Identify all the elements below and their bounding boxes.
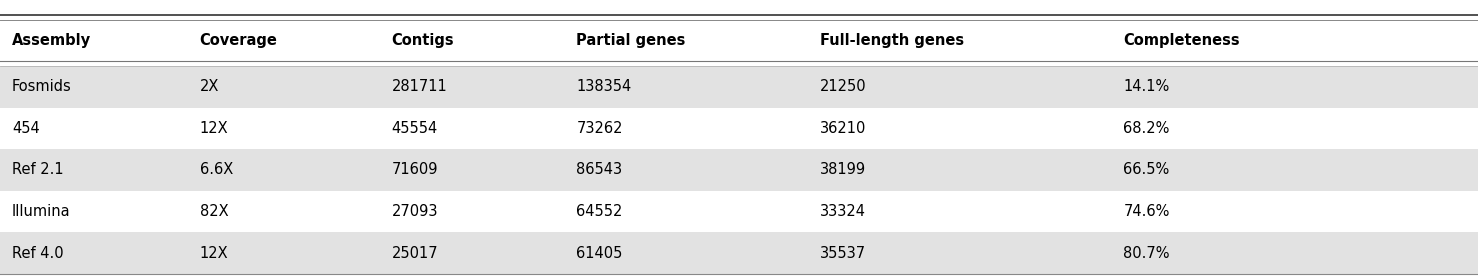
Text: 454: 454: [12, 121, 40, 136]
Bar: [0, 149, 1478, 191]
Text: 68.2%: 68.2%: [1123, 121, 1169, 136]
Text: 27093: 27093: [392, 204, 437, 219]
Text: 12X: 12X: [200, 121, 228, 136]
Text: Ref 2.1: Ref 2.1: [12, 162, 64, 177]
Text: Assembly: Assembly: [12, 33, 92, 48]
Text: Illumina: Illumina: [12, 204, 71, 219]
Text: 86543: 86543: [576, 162, 622, 177]
Text: 138354: 138354: [576, 79, 631, 94]
Text: 14.1%: 14.1%: [1123, 79, 1169, 94]
Text: Fosmids: Fosmids: [12, 79, 71, 94]
Text: Completeness: Completeness: [1123, 33, 1240, 48]
Text: 281711: 281711: [392, 79, 448, 94]
Text: 12X: 12X: [200, 246, 228, 261]
Bar: [0, 108, 1478, 149]
Text: 25017: 25017: [392, 246, 439, 261]
Text: 71609: 71609: [392, 162, 437, 177]
Text: Full-length genes: Full-length genes: [820, 33, 965, 48]
Text: Ref 4.0: Ref 4.0: [12, 246, 64, 261]
Text: 35537: 35537: [820, 246, 866, 261]
Text: 64552: 64552: [576, 204, 622, 219]
Text: 21250: 21250: [820, 79, 868, 94]
Bar: [0, 232, 1478, 274]
Bar: [0, 66, 1478, 108]
Text: 73262: 73262: [576, 121, 622, 136]
Text: 2X: 2X: [200, 79, 219, 94]
Text: 33324: 33324: [820, 204, 866, 219]
Text: 80.7%: 80.7%: [1123, 246, 1169, 261]
Text: 61405: 61405: [576, 246, 622, 261]
Text: 36210: 36210: [820, 121, 866, 136]
Text: 45554: 45554: [392, 121, 437, 136]
Text: Contigs: Contigs: [392, 33, 454, 48]
Text: Coverage: Coverage: [200, 33, 278, 48]
Text: 74.6%: 74.6%: [1123, 204, 1169, 219]
Text: 6.6X: 6.6X: [200, 162, 232, 177]
Text: 82X: 82X: [200, 204, 228, 219]
Text: Partial genes: Partial genes: [576, 33, 686, 48]
Text: 66.5%: 66.5%: [1123, 162, 1169, 177]
Bar: [0, 191, 1478, 232]
Text: 38199: 38199: [820, 162, 866, 177]
